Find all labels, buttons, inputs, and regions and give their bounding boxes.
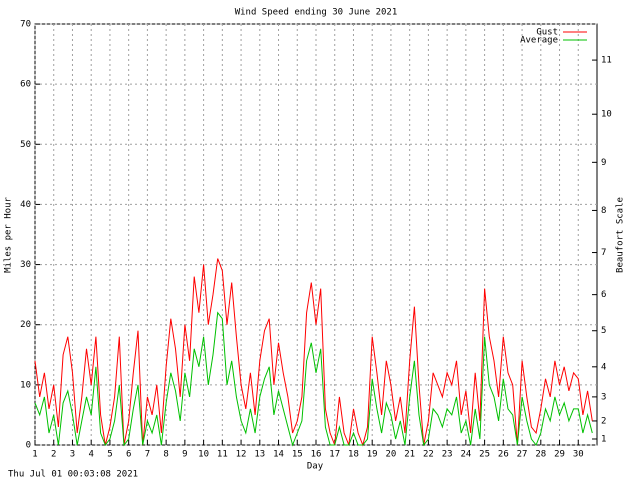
y-tick-label: 20	[20, 320, 31, 330]
x-tick-label: 17	[329, 450, 340, 460]
y-tick-label: 0	[26, 441, 31, 451]
x-tick-label: 26	[498, 450, 509, 460]
y2-tick-label: 4	[601, 362, 606, 372]
x-tick-label: 21	[404, 450, 415, 460]
y2-tick-label: 9	[601, 158, 606, 168]
timestamp: Thu Jul 01 00:03:08 2021	[8, 470, 138, 480]
x-tick-label: 13	[254, 450, 265, 460]
y-tick-label: 30	[20, 260, 31, 270]
x-tick-label: 10	[198, 450, 209, 460]
data-line	[34, 311, 593, 447]
x-axis-label: Day	[307, 462, 324, 472]
y2-tick-label: 10	[601, 110, 612, 120]
chart-title: Wind Speed ending 30 June 2021	[235, 8, 398, 18]
y2-tick-label: 11	[601, 56, 612, 66]
x-tick-label: 27	[517, 450, 528, 460]
y-tick-label: 10	[20, 380, 31, 390]
x-tick-label: 12	[236, 450, 247, 460]
x-tick-label: 8	[163, 450, 168, 460]
y2-tick-label: 2	[601, 416, 606, 426]
x-tick-label: 22	[423, 450, 434, 460]
y-tick-label: 50	[20, 140, 31, 150]
x-tick-label: 15	[292, 450, 303, 460]
x-tick-label: 3	[70, 450, 75, 460]
x-tick-label: 6	[126, 450, 131, 460]
y2-tick-label: 6	[601, 290, 606, 300]
y-tick-label: 60	[20, 80, 31, 90]
y2-tick-label: 1	[601, 434, 606, 444]
x-tick-label: 14	[273, 450, 284, 460]
x-tick-label: 20	[386, 450, 397, 460]
y-tick-label: 70	[20, 20, 31, 30]
y2-tick-label: 7	[601, 248, 606, 258]
x-tick-label: 29	[554, 450, 565, 460]
x-tick-label: 24	[460, 450, 471, 460]
x-tick-label: 11	[217, 450, 228, 460]
x-tick-label: 7	[145, 450, 150, 460]
x-tick-label: 5	[107, 450, 112, 460]
y2-tick-label: 5	[601, 326, 606, 336]
x-tick-label: 18	[348, 450, 359, 460]
x-tick-label: 25	[479, 450, 490, 460]
x-tick-label: 1	[32, 450, 37, 460]
x-tick-label: 30	[573, 450, 584, 460]
x-tick-label: 23	[442, 450, 453, 460]
x-tick-label: 2	[51, 450, 56, 460]
legend-label: Average	[520, 36, 558, 46]
y2-tick-label: 8	[601, 206, 606, 216]
legend-label: Gust	[536, 28, 558, 38]
y2-axis-label: Beaufort Scale	[616, 197, 626, 273]
y-tick-label: 40	[20, 200, 31, 210]
y-axis-label: Miles per Hour	[4, 196, 14, 272]
x-tick-label: 4	[88, 450, 93, 460]
y2-tick-label: 3	[601, 392, 606, 402]
x-tick-label: 19	[367, 450, 378, 460]
x-tick-label: 28	[535, 450, 546, 460]
x-tick-label: 9	[182, 450, 187, 460]
x-tick-label: 16	[311, 450, 322, 460]
data-line	[34, 258, 593, 447]
